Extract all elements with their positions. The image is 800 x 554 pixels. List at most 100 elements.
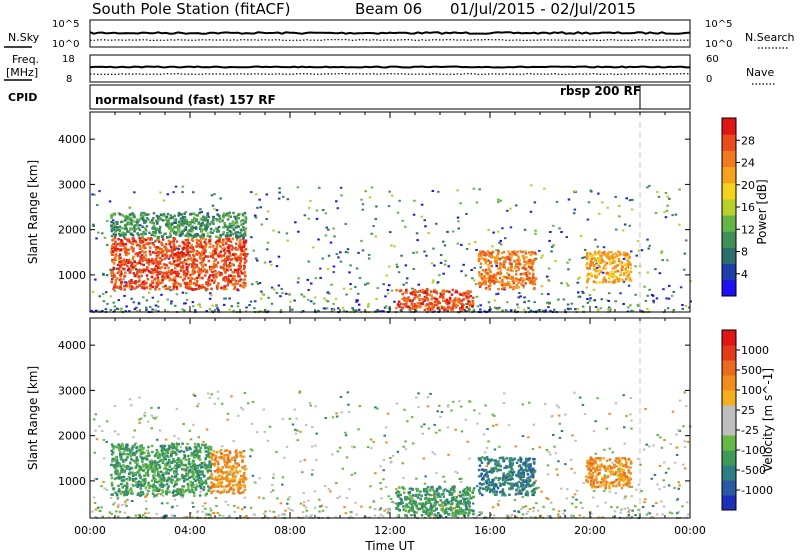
echo-region-cell [435,290,438,294]
echo-region-cell [150,271,153,275]
echo-region-cell [518,260,521,263]
echo-cell [583,412,587,415]
echo-region-cell [143,474,146,477]
echo-cell [269,490,273,493]
echo-cell [137,302,141,305]
echo-cell [347,403,350,406]
echo-region-cell [148,284,152,288]
echo-region-cell [176,274,179,277]
echo-region-cell [110,234,114,238]
echo-cell [181,308,184,311]
echo-region-cell [196,233,200,237]
echo-cell [143,414,146,417]
echo-region-cell [497,287,500,291]
echo-cell [674,213,678,216]
echo-region-cell [115,249,118,253]
echo-cell [667,297,671,300]
echo-region-cell [518,278,522,282]
echo-region-cell [116,271,120,274]
echo-region-cell [396,303,400,306]
echo-region-cell [446,307,450,311]
echo-cell [630,208,634,211]
echo-region-cell [424,304,428,307]
echo-region-cell [229,222,233,225]
echo-region-cell [186,474,189,477]
echo-cell [547,515,550,517]
echo-region-cell [465,296,468,300]
echo-region-cell [204,255,207,258]
echo-cell [369,438,373,441]
echo-region-cell [494,256,497,260]
echo-cell [645,443,648,446]
echo-region-cell [194,486,198,489]
echo-cell [264,510,267,513]
echo-cell [108,511,112,514]
echo-region-cell [175,255,178,259]
echo-cell [417,283,420,286]
echo-cell [411,287,414,290]
echo-cell [664,471,668,474]
echo-region-cell [119,242,122,245]
echo-region-cell [435,303,438,307]
echo-region-cell [185,472,188,476]
echo-cell [440,305,443,308]
echo-region-cell [110,473,113,477]
echo-region-cell [220,273,223,276]
echo-cell [567,198,571,201]
echo-region-cell [187,230,190,233]
echo-region-cell [110,271,113,275]
echo-region-cell [134,477,138,480]
echo-region-cell [223,222,227,225]
echo-cell [336,207,339,210]
echo-region-cell [171,227,174,231]
echo-region-cell [626,275,629,278]
echo-region-cell [113,273,116,276]
echo-cell [302,310,305,312]
echo-region-cell [123,484,126,487]
echo-region-cell [212,256,215,259]
echo-cell [384,486,388,488]
echo-region-cell [499,267,502,270]
echo-cell [398,199,401,202]
echo-cell [579,501,583,504]
echo-cell [330,308,334,311]
echo-region-cell [517,255,520,258]
echo-region-cell [405,303,408,306]
echo-cell [656,483,659,486]
echo-region-cell [455,298,459,302]
echo-cell [411,442,415,445]
echo-region-cell [110,449,113,453]
echo-cell [171,505,174,508]
echo-region-cell [180,265,183,268]
echo-region-cell [172,241,175,245]
echo-region-cell [117,477,121,480]
echo-region-cell [166,225,170,228]
echo-cell [627,513,631,516]
echo-cell [288,417,292,420]
echo-cell [266,241,270,244]
echo-region-cell [203,444,207,447]
echo-region-cell [237,264,241,268]
echo-region-cell [231,278,234,282]
echo-cell [521,513,525,516]
echo-cell [147,511,150,514]
echo-region-cell [435,291,439,295]
echo-region-cell [588,267,591,270]
echo-region-cell [525,256,528,259]
echo-region-cell [114,472,117,475]
echo-region-cell [151,226,155,229]
echo-region-cell [113,285,116,289]
echo-cell [408,487,411,490]
echo-region-cell [150,260,154,263]
echo-cell [270,286,274,289]
echo-region-cell [509,285,513,289]
echo-region-cell [133,260,136,264]
echo-region-cell [125,491,128,494]
echo-cell [410,514,413,517]
echo-region-cell [482,250,485,253]
echo-cell [573,391,576,394]
echo-cell [487,229,490,232]
echo-region-cell [191,235,194,239]
echo-region-cell [235,259,239,263]
echo-region-cell [243,221,247,224]
